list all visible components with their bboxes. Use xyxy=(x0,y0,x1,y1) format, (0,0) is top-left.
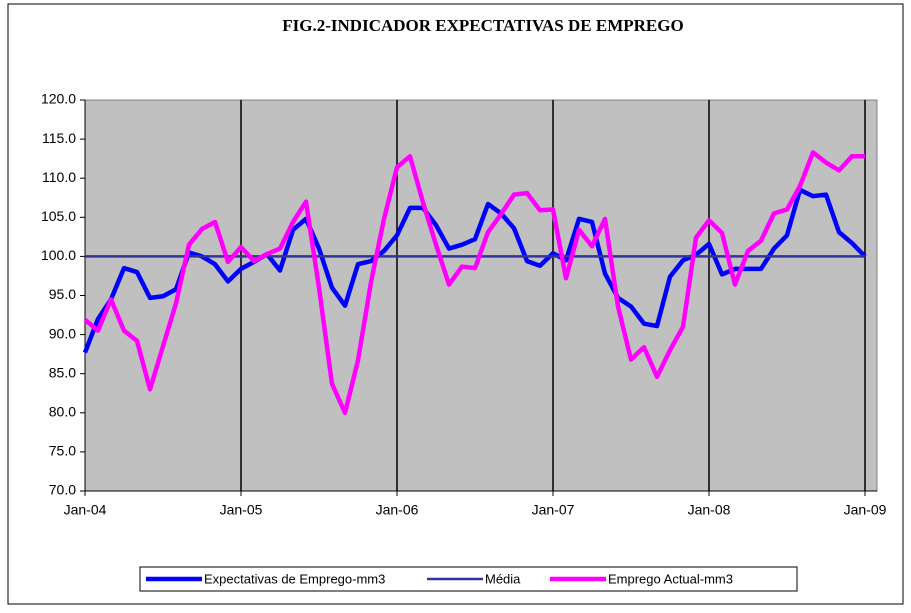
x-tick-label: Jan-04 xyxy=(64,502,107,518)
series-line xyxy=(82,187,867,354)
x-tick-label: Jan-09 xyxy=(844,502,887,518)
series-line xyxy=(83,150,865,416)
chart-title: FIG.2-INDICADOR EXPECTATIVAS DE EMPREGO xyxy=(282,16,683,35)
y-tick-label: 95.0 xyxy=(49,286,76,302)
y-tick-label: 105.0 xyxy=(41,208,76,224)
y-tick-label: 80.0 xyxy=(49,404,76,420)
x-tick-label: Jan-05 xyxy=(220,502,263,518)
x-tick-label: Jan-06 xyxy=(376,502,419,518)
y-tick-label: 85.0 xyxy=(49,364,76,380)
plot-area xyxy=(84,99,878,492)
y-tick-label: 120.0 xyxy=(41,91,76,107)
y-tick-label: 115.0 xyxy=(42,130,76,146)
y-tick-label: 100.0 xyxy=(41,247,76,263)
x-tick-label: Jan-08 xyxy=(688,502,731,518)
legend-label: Média xyxy=(485,571,521,586)
y-tick-label: 75.0 xyxy=(49,443,76,459)
y-tick-label: 70.0 xyxy=(49,482,76,498)
x-tick-label: Jan-07 xyxy=(532,502,575,518)
y-tick-label: 90.0 xyxy=(49,325,76,341)
y-tick-label: 110.0 xyxy=(42,169,76,185)
legend-label: Emprego Actual-mm3 xyxy=(608,571,733,586)
legend-label: Expectativas de Emprego-mm3 xyxy=(204,571,385,586)
